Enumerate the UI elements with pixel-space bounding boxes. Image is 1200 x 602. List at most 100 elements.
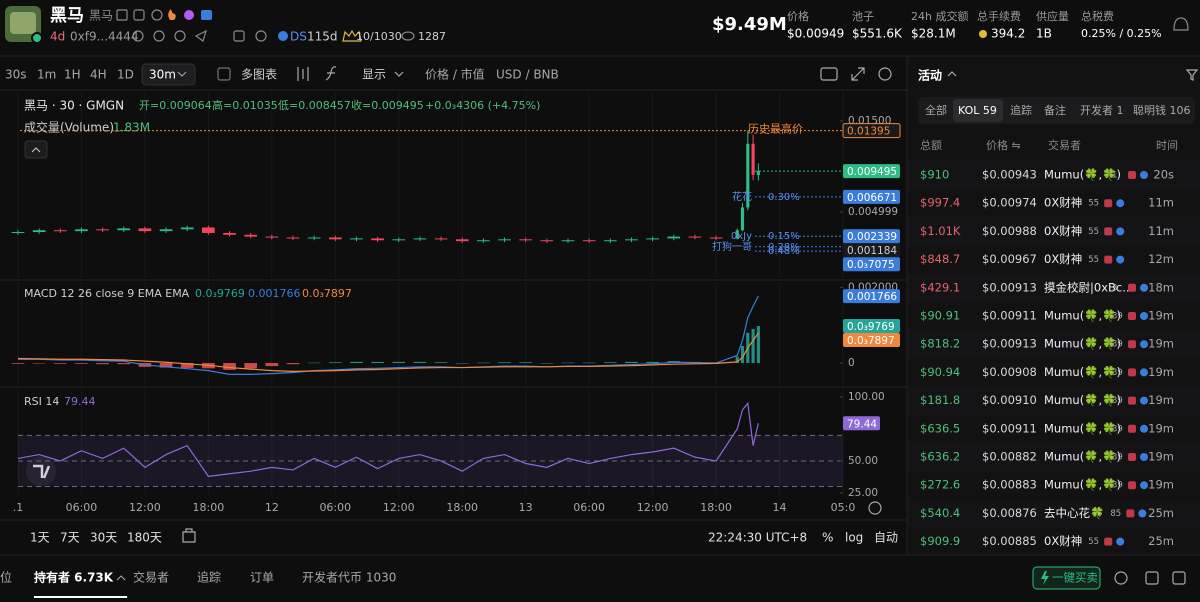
camera-icon[interactable]: [820, 67, 838, 81]
auto-toggle[interactable]: 自动: [874, 531, 898, 545]
currency[interactable]: USD / BNB: [496, 68, 559, 82]
multi-chart[interactable]: 多图表: [241, 68, 277, 82]
x-tick-label: 13: [519, 501, 533, 514]
layout-icon[interactable]: [1172, 571, 1186, 585]
timeframe[interactable]: 1H: [64, 68, 81, 82]
price-label-box: [843, 257, 900, 272]
trader-name[interactable]: 去中心花🍀: [1044, 506, 1104, 520]
timeframe[interactable]: 1m: [37, 68, 56, 82]
trader-tag: [1128, 312, 1136, 320]
trader-name[interactable]: 0X财神: [1044, 224, 1082, 238]
legend-value: 79.44: [64, 395, 96, 408]
tab[interactable]: 全部: [925, 103, 947, 117]
bottom-tab[interactable]: 持有者 6.73K: [34, 570, 114, 585]
calendar-icon[interactable]: [182, 528, 196, 543]
ath-note: 历史最高价: [748, 122, 803, 136]
trader-name[interactable]: Mumu(🍀,🍀): [1044, 393, 1121, 407]
settings-icon[interactable]: [878, 67, 892, 81]
timeframe[interactable]: 1D: [117, 68, 134, 82]
trader-tag: [1128, 171, 1136, 179]
display-menu[interactable]: 显示: [362, 68, 386, 82]
bottom-tab[interactable]: 交易者: [133, 570, 169, 585]
quick-trade-button[interactable]: [1032, 566, 1101, 590]
candle-body: [392, 239, 406, 241]
trader-name[interactable]: 0X财神: [1044, 252, 1082, 266]
tab[interactable]: 备注: [1044, 103, 1066, 117]
expand-icon[interactable]: [851, 67, 865, 81]
price-mode[interactable]: 价格 / 市值: [425, 67, 485, 82]
macd-line: [17, 295, 759, 375]
range-button[interactable]: 180天: [127, 531, 162, 545]
filter-icon[interactable]: [1185, 69, 1199, 81]
trader-tag: [1104, 199, 1113, 208]
tool-icon[interactable]: [1114, 571, 1128, 585]
globe-icon[interactable]: [153, 30, 165, 42]
x-tick-label: 06:00: [319, 501, 351, 514]
trade-time: 19m: [1148, 337, 1174, 351]
range-button[interactable]: 30天: [90, 531, 117, 545]
trader-name[interactable]: 0X财神: [1044, 196, 1082, 210]
x-tick-label: 12:00: [637, 501, 669, 514]
token-address[interactable]: 0xf9...4444: [70, 30, 139, 44]
x-tick-label: 06:00: [573, 501, 605, 514]
trader-verified: [1140, 453, 1148, 461]
timeframe[interactable]: 4H: [90, 68, 107, 82]
candle-body: [307, 237, 321, 239]
trade-price: $0.00883: [982, 478, 1037, 492]
tab[interactable]: 聪明钱 106: [1133, 103, 1191, 117]
bottom-tab[interactable]: 追踪: [197, 570, 221, 585]
tab[interactable]: 开发者 1: [1080, 103, 1124, 117]
trader-verified: [1140, 368, 1148, 377]
range-button[interactable]: 7天: [60, 531, 80, 545]
telegram-icon[interactable]: [194, 29, 207, 42]
bottom-tab[interactable]: 开发者代币 1030: [302, 570, 396, 585]
bell-icon[interactable]: [1173, 17, 1189, 31]
tab[interactable]: 追踪: [1010, 103, 1032, 117]
row-bg: [908, 443, 1200, 472]
trader-name[interactable]: Mumu(🍀,🍀): [1044, 478, 1121, 492]
trader-name[interactable]: Mumu(🍀,🍀): [1044, 168, 1121, 182]
stat-label: 总手续费: [977, 9, 1021, 23]
lookup-icon[interactable]: [255, 30, 267, 42]
trader-name[interactable]: Mumu(🍀,🍀): [1044, 337, 1121, 351]
bottom-tab[interactable]: 订单: [250, 571, 274, 585]
timeframe-select[interactable]: [141, 63, 196, 86]
macd-histogram-bar: [434, 362, 448, 364]
x-icon[interactable]: [233, 30, 245, 42]
range-button[interactable]: 1天: [30, 531, 50, 545]
indicator-icon[interactable]: [297, 67, 309, 81]
percent-toggle[interactable]: %: [822, 531, 833, 545]
search-icon[interactable]: [151, 9, 163, 21]
candle-body: [740, 207, 745, 231]
macd-histogram-bar: [756, 326, 760, 364]
trader-name[interactable]: Mumu(🍀,🍀): [1044, 365, 1121, 379]
log-toggle[interactable]: log: [845, 531, 863, 545]
trader-tag: [1104, 255, 1113, 264]
macd-histogram-bar: [32, 363, 46, 364]
trader-name[interactable]: 摸金校尉|0xBc...: [1044, 280, 1133, 294]
checkbox[interactable]: [217, 67, 231, 81]
link-icon[interactable]: [174, 30, 186, 42]
trader-annotation: 花花: [732, 190, 752, 203]
trade-amount: $90.94: [920, 365, 960, 379]
column-header: 交易者: [1048, 138, 1081, 152]
bottom-tab[interactable]: 位: [0, 570, 12, 585]
macd-histogram-bar: [751, 328, 755, 364]
person-icon[interactable]: [132, 30, 144, 42]
edit-icon[interactable]: [116, 9, 128, 21]
window-icon[interactable]: [1145, 571, 1159, 585]
timeframe-selected[interactable]: 30m: [149, 68, 176, 82]
trader-name[interactable]: Mumu(🍀,🍀): [1044, 450, 1121, 464]
quick-trade-label[interactable]: 一键买卖: [1052, 571, 1098, 585]
tab[interactable]: KOL 59: [958, 104, 997, 117]
x-tick-label: 12: [265, 501, 279, 514]
trader-name[interactable]: Mumu(🍀,🍀): [1044, 421, 1121, 435]
settings-icon[interactable]: [868, 501, 882, 515]
timeframe[interactable]: 30s: [5, 68, 27, 82]
trader-name[interactable]: 0X财神: [1044, 534, 1082, 548]
collapse-button[interactable]: [24, 140, 48, 159]
trader-name[interactable]: Mumu(🍀,🍀): [1044, 309, 1121, 323]
rsi-line: [17, 401, 759, 477]
fx-icon[interactable]: [325, 66, 337, 81]
copy-icon[interactable]: [133, 9, 145, 21]
